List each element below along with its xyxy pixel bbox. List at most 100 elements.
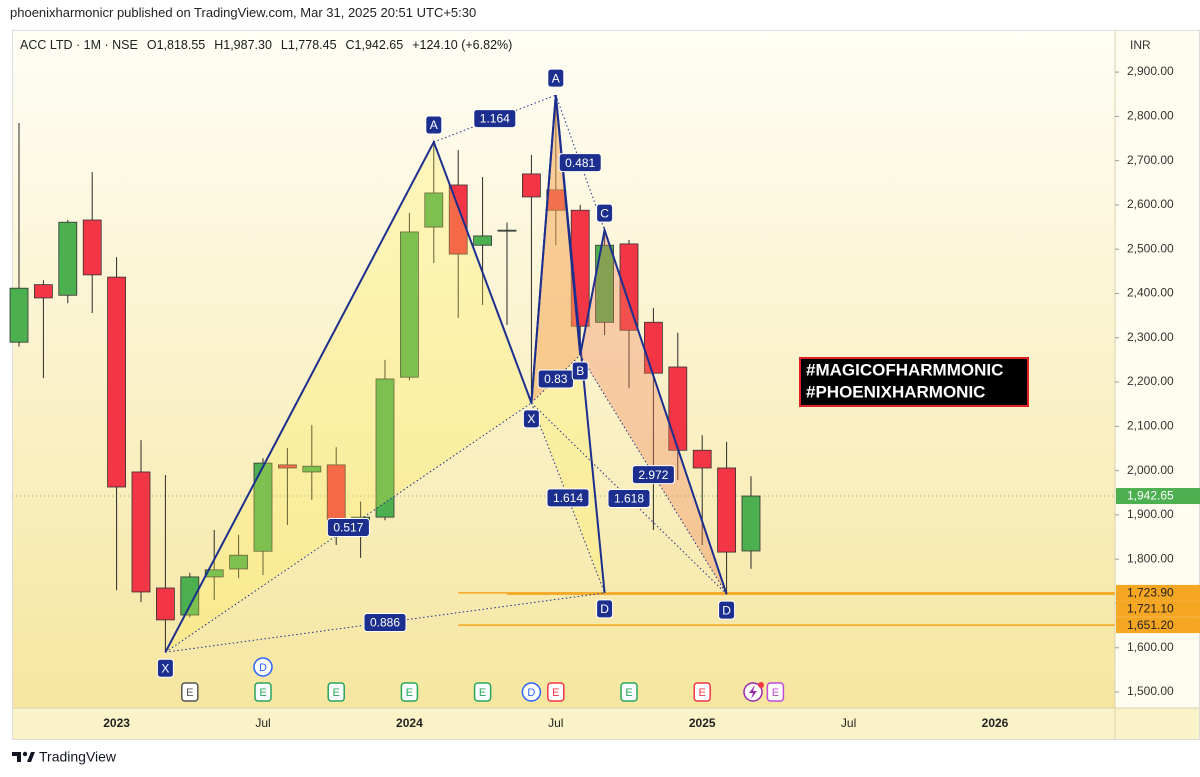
ohlc-open: O1,818.55 <box>146 38 206 52</box>
price-tag <box>1116 488 1200 505</box>
point-box <box>156 658 174 678</box>
point-box <box>425 115 443 135</box>
ratio-label: 1.164 <box>480 112 510 126</box>
currency: INR <box>1130 38 1151 52</box>
candle-body <box>253 462 273 552</box>
event-label: E <box>625 687 632 699</box>
candle-body <box>277 464 297 469</box>
event-label: E <box>479 687 486 699</box>
candle-body <box>741 495 761 552</box>
pattern-dotted <box>531 354 581 404</box>
y-tick-label: 1,600.00 <box>1127 640 1174 654</box>
y-tick-label: 2,900.00 <box>1127 64 1174 78</box>
ratio-box <box>546 488 590 508</box>
y-tick-label: 2,800.00 <box>1127 109 1174 123</box>
point-label: B <box>576 364 584 378</box>
ratio-box <box>473 109 517 129</box>
candle-body <box>497 229 517 232</box>
price-tag <box>1116 600 1200 617</box>
ratio-label: 0.83 <box>544 372 568 386</box>
candle-body <box>34 284 53 299</box>
ohlc-close: C1,942.65 <box>345 38 404 52</box>
point-label: C <box>600 206 609 220</box>
lightning-icon <box>743 682 764 702</box>
x-tick-label: 2025 <box>689 716 716 730</box>
candle-body <box>619 243 639 331</box>
candle-body <box>107 276 126 488</box>
candle-body <box>131 471 151 593</box>
ratio-label: 0.886 <box>370 616 400 630</box>
point-box <box>596 203 614 223</box>
price-tag-label: 1,723.90 <box>1127 586 1174 600</box>
pattern-shade <box>165 142 532 653</box>
tag-box <box>799 357 1029 407</box>
y-tick-label: 2,500.00 <box>1127 241 1174 255</box>
ohlc-change: +124.10 (+6.82%) <box>412 38 513 52</box>
event-label: D <box>259 662 267 674</box>
point-box <box>596 599 614 619</box>
y-tick-label: 2,300.00 <box>1127 330 1174 344</box>
candle-body <box>180 576 200 616</box>
candle-body <box>692 449 712 469</box>
candle-body <box>595 244 614 323</box>
candle-body <box>82 219 102 276</box>
symbol: ACC LTD · 1M · NSE <box>20 38 138 52</box>
event-label: E <box>186 687 193 699</box>
candle-body <box>375 378 395 518</box>
ratio-box <box>607 489 651 509</box>
ratio-box <box>631 465 675 485</box>
ratio-label: 1.614 <box>553 491 583 505</box>
ohlc-low: L1,778.45 <box>280 38 337 52</box>
price-tag-label: 1,651.20 <box>1127 618 1174 632</box>
plot: 0.517 1.164 1.614 0.886 X A D 0.83 0.481 2.972 1.6… <box>9 68 1115 702</box>
event-marker <box>766 682 785 702</box>
point-label: X <box>161 661 169 675</box>
event-marker <box>693 682 711 702</box>
y-tick-label: 1,500.00 <box>1127 684 1174 698</box>
candle-body <box>302 465 322 473</box>
candle-body <box>229 554 249 570</box>
candle-body <box>9 287 29 343</box>
event-marker <box>327 682 345 702</box>
event-label: E <box>552 687 559 699</box>
event-marker <box>254 682 272 702</box>
candle-body <box>155 587 175 621</box>
point-label: X <box>527 412 535 426</box>
event-marker <box>620 682 638 702</box>
candle-body <box>424 192 444 228</box>
ratio-box <box>326 518 370 538</box>
x-tick-label: Jul <box>548 716 563 730</box>
event-marker <box>253 657 273 677</box>
y-tick-label: 1,800.00 <box>1127 551 1174 565</box>
event-marker <box>181 682 199 702</box>
y-tick-label: 2,700.00 <box>1127 153 1174 167</box>
x-tick-label: Jul <box>841 716 856 730</box>
point-box <box>547 68 565 88</box>
pattern-line <box>530 95 728 595</box>
candle-body <box>58 221 78 296</box>
tag-text: #MAGICOFHARMMONIC <box>806 360 1003 379</box>
ratio-label: 0.481 <box>565 156 595 170</box>
ratio-box <box>363 613 407 633</box>
pattern-shade <box>531 95 605 593</box>
pattern-shade <box>580 230 727 595</box>
event-label: E <box>699 687 706 699</box>
ratio-label: 1.618 <box>614 492 644 506</box>
event-marker <box>473 682 492 702</box>
brand: TradingView <box>39 749 117 765</box>
event-marker <box>521 682 542 702</box>
price-tag-label: 1,942.65 <box>1127 489 1174 503</box>
pattern-shade <box>531 95 581 403</box>
y-tick-label: 2,200.00 <box>1127 374 1174 388</box>
y-tick-label: 2,600.00 <box>1127 197 1174 211</box>
candle-body <box>448 184 468 255</box>
x-tick-label: 2026 <box>982 716 1009 730</box>
event-label: D <box>527 687 535 699</box>
y-tick-label: 2,400.00 <box>1127 286 1174 300</box>
point-label: A <box>430 118 438 132</box>
event-label: E <box>259 687 266 699</box>
price-tag <box>1116 584 1200 601</box>
price-tag-label: 1,721.10 <box>1127 602 1174 616</box>
